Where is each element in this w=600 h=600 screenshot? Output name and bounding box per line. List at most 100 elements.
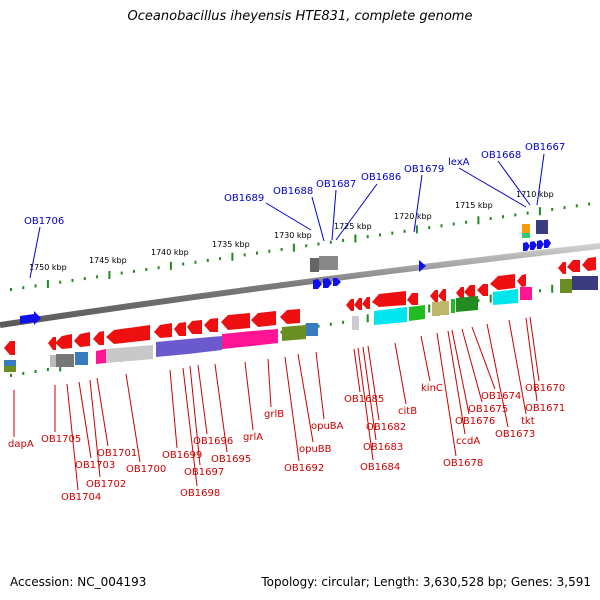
scale-tick-minor — [10, 288, 12, 291]
scale-tick-minor — [157, 266, 160, 270]
scale-label-1730: 1730 kbp — [274, 231, 312, 240]
scale-tick-major — [428, 304, 431, 313]
scale-tick-minor — [588, 202, 591, 206]
gene-label-OB1679: OB1679 — [404, 164, 444, 175]
scale-label-1745: 1745 kbp — [89, 256, 127, 265]
bottom-callout-line — [420, 335, 431, 382]
scale-tick-minor — [83, 277, 86, 281]
scale-tick-minor — [317, 242, 320, 246]
gene-label-OB1695: OB1695 — [211, 454, 251, 465]
scale-tick-major — [231, 252, 234, 261]
forward-feature-group-mid — [310, 256, 426, 289]
scale-tick-minor — [34, 284, 37, 288]
scale-tick-major — [477, 216, 480, 225]
scale-tick-minor — [22, 286, 25, 290]
bottom-callout-line — [471, 326, 496, 390]
scale-tick-major — [59, 363, 62, 372]
gene-label-dapA: dapA — [8, 439, 34, 450]
scale-tick-minor — [194, 260, 197, 264]
gene-label-OB1676: OB1676 — [455, 416, 495, 427]
scale-tick-major — [46, 280, 49, 289]
scale-label-1720: 1720 kbp — [394, 212, 432, 221]
scale-tick-minor — [575, 204, 578, 208]
bottom-callout-line — [297, 353, 314, 443]
bottom-callout-line — [244, 361, 254, 431]
scale-tick-major — [108, 271, 111, 279]
bottom-callout-line — [451, 329, 470, 415]
scale-tick-minor — [379, 233, 381, 237]
scale-tick-minor — [256, 251, 258, 255]
scale-tick-minor — [465, 220, 468, 224]
gene-label-OB1687: OB1687 — [316, 179, 356, 190]
scale-tick-major — [551, 284, 554, 293]
gene-label-OB1686: OB1686 — [361, 172, 401, 183]
gene-label-OB1702: OB1702 — [86, 479, 126, 490]
top-callout-line — [311, 196, 325, 242]
scale-label-1725: 1725 kbp — [334, 222, 372, 231]
gene-label-OB1668: OB1668 — [481, 150, 521, 161]
scale-tick-minor — [342, 238, 345, 242]
top-callout-line — [458, 167, 527, 208]
scale-tick-minor — [391, 231, 394, 235]
scale-tick-minor — [182, 262, 185, 266]
gene-label-OB1699: OB1699 — [162, 450, 202, 461]
bottom-callout-line — [362, 346, 377, 441]
scale-tick-minor — [10, 373, 12, 377]
bottom-callout-line — [169, 369, 178, 449]
top-callout-line — [265, 202, 312, 231]
bottom-callout-line — [189, 365, 201, 466]
bottom-callout-line — [66, 383, 79, 491]
bottom-callout-line — [182, 367, 198, 487]
scale-tick-minor — [145, 268, 148, 271]
bottom-callout-line — [394, 342, 407, 405]
scale-tick-minor — [342, 320, 345, 324]
gene-label-OB1667: OB1667 — [525, 142, 565, 153]
scale-tick-minor — [34, 370, 37, 373]
bottom-callout-line — [89, 379, 101, 478]
bottom-callout-line — [525, 317, 538, 402]
scale-tick-minor — [440, 224, 443, 228]
bottom-callout-line — [197, 364, 208, 435]
scale-tick-minor — [280, 330, 283, 334]
scale-tick-major — [354, 234, 357, 243]
scale-tick-minor — [120, 271, 123, 275]
scale-tick-minor — [329, 322, 332, 326]
gene-label-kinC: kinC — [421, 383, 443, 394]
scale-tick-minor — [403, 229, 406, 233]
gene-label-OB1673: OB1673 — [495, 429, 535, 440]
scale-tick-minor — [71, 278, 74, 282]
bottom-callout-line — [436, 332, 457, 457]
scale-label-1740: 1740 kbp — [151, 248, 189, 257]
map-title: Oceanobacillus iheyensis HTE831, complet… — [127, 9, 473, 24]
gene-label-grlB: grlB — [264, 409, 284, 420]
gene-label-OB1698: OB1698 — [180, 488, 220, 499]
gene-label-opuBB: opuBB — [299, 444, 332, 455]
gene-label-lexA: lexA — [448, 157, 470, 168]
scale-tick-minor — [329, 240, 332, 244]
scale-tick-minor — [452, 222, 455, 226]
scale-tick-minor — [243, 253, 246, 257]
scale-tick-minor — [96, 275, 99, 279]
bottom-callout-line — [78, 381, 92, 459]
top-callout-line — [335, 183, 378, 241]
top-callout-line — [497, 160, 531, 206]
scale-tick-minor — [305, 244, 308, 248]
forward-feature-group-right — [522, 220, 551, 251]
scale-tick-major — [169, 261, 172, 270]
reverse-feature-group — [4, 257, 598, 372]
gene-label-OB1670: OB1670 — [525, 383, 565, 394]
top-callout-line — [29, 226, 41, 279]
scale-tick-minor — [526, 211, 529, 215]
scale-tick-minor — [563, 206, 566, 210]
gene-label-OB1692: OB1692 — [284, 463, 324, 474]
scale-tick-minor — [317, 324, 320, 328]
scale-tick-minor — [428, 226, 431, 230]
bottom-callout-line — [357, 347, 374, 461]
bottom-callout-line — [508, 319, 527, 415]
genome-backbone — [0, 243, 600, 328]
bottom-callout-line — [284, 356, 300, 462]
top-gene-labels: OB1706 OB1689 OB1688 OB1687 OB1686 OB167… — [24, 142, 565, 227]
scale-tick-minor — [477, 299, 480, 303]
scale-tick-major — [489, 294, 492, 303]
bottom-gene-labels: dapA OB1705 OB1704 OB1703 OB1702 OB1701 … — [8, 383, 565, 503]
